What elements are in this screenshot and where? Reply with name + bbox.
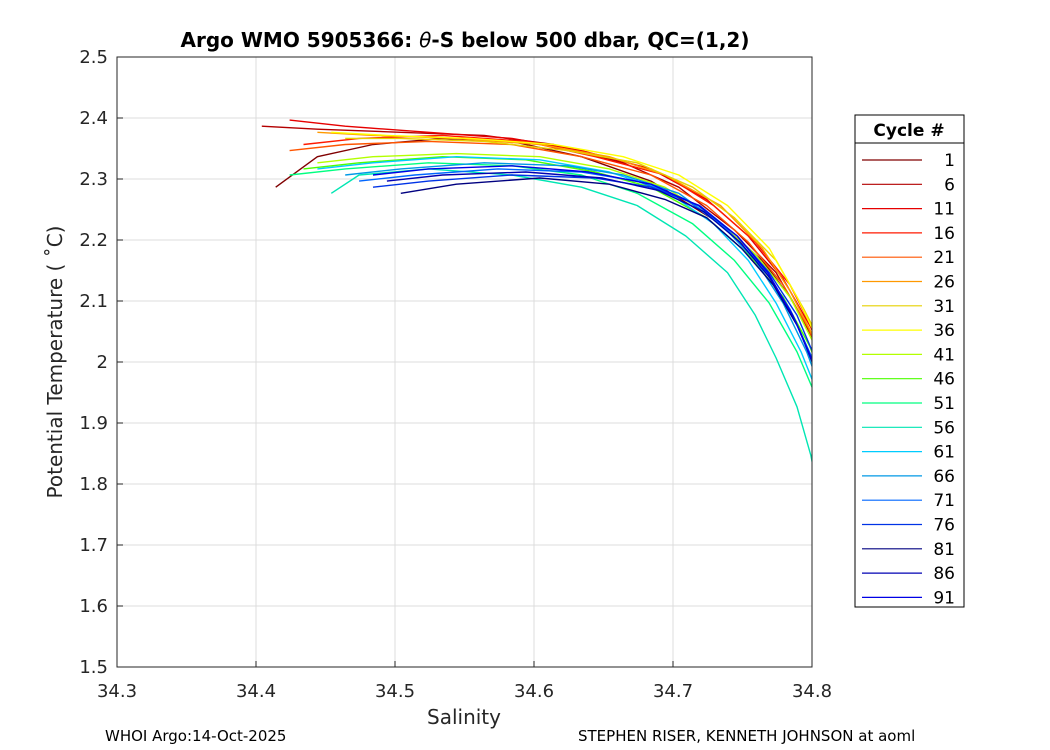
legend-label-41: 41 <box>933 345 955 365</box>
legend-label-76: 76 <box>933 516 955 536</box>
legend-label-56: 56 <box>933 418 955 438</box>
axis-ticks: 34.3 34.4 34.5 34.6 34.7 34.8 1.5 1.6 1.7 1.8 1.9 2… <box>79 47 832 702</box>
footer-left: WHOI Argo:14-Oct-2025 <box>105 727 286 745</box>
x-tick-label: 34.7 <box>653 681 693 702</box>
x-tick-label: 34.3 <box>97 681 137 702</box>
legend-label-81: 81 <box>933 540 955 560</box>
y-axis-label: Potential Temperature ( ˚C) <box>43 226 67 499</box>
x-tick-label: 34.5 <box>375 681 415 702</box>
legend-label-36: 36 <box>933 321 955 341</box>
y-tick-label: 2 <box>97 352 108 373</box>
legend-label-6: 6 <box>944 175 955 195</box>
series-line-91 <box>372 165 812 363</box>
legend: Cycle # 16111621263136414651566166717681… <box>854 114 965 608</box>
y-tick-label: 1.8 <box>79 474 108 495</box>
chart-title: Argo WMO 5905366: θ-S below 500 dbar, QC… <box>181 28 750 52</box>
y-tick-label: 2.3 <box>79 169 108 190</box>
legend-label-66: 66 <box>933 467 955 487</box>
legend-label-51: 51 <box>933 394 955 414</box>
series-line-61 <box>317 156 812 382</box>
legend-label-86: 86 <box>933 564 955 584</box>
grid-lines <box>117 57 812 667</box>
series-line-31 <box>345 137 812 327</box>
series-line-51 <box>289 162 812 389</box>
series-line-86 <box>386 171 812 362</box>
x-axis-label: Salinity <box>427 705 501 729</box>
legend-label-26: 26 <box>933 273 955 293</box>
y-tick-label: 1.7 <box>79 535 108 556</box>
series-line-26 <box>317 131 812 336</box>
y-tick-label: 2.1 <box>79 291 108 312</box>
legend-label-61: 61 <box>933 443 955 463</box>
series-line-11 <box>289 119 812 332</box>
series-line-56 <box>330 168 812 465</box>
legend-label-71: 71 <box>933 491 955 511</box>
legend-label-91: 91 <box>933 588 955 608</box>
series-line-1 <box>275 137 812 338</box>
x-tick-label: 34.4 <box>236 681 276 702</box>
series-line-36 <box>331 131 812 330</box>
y-tick-label: 2.2 <box>79 230 108 251</box>
legend-title: Cycle # <box>873 121 944 141</box>
footer-right: STEPHEN RISER, KENNETH JOHNSON at aoml <box>578 727 915 745</box>
y-tick-label: 1.9 <box>79 413 108 434</box>
y-tick-label: 1.5 <box>79 657 108 678</box>
series-group <box>261 119 812 465</box>
plot-clip <box>261 119 812 465</box>
legend-label-46: 46 <box>933 370 955 390</box>
y-tick-label: 1.6 <box>79 596 108 617</box>
series-line-81 <box>400 177 812 364</box>
x-tick-label: 34.6 <box>514 681 554 702</box>
legend-label-11: 11 <box>933 200 955 220</box>
series-line-66 <box>345 162 812 369</box>
legend-label-1: 1 <box>944 151 955 171</box>
legend-label-31: 31 <box>933 297 955 317</box>
y-tick-label: 2.4 <box>79 108 108 129</box>
series-line-21 <box>289 140 812 339</box>
y-tick-label: 2.5 <box>79 47 108 68</box>
legend-label-21: 21 <box>933 248 955 268</box>
series-line-76 <box>372 174 812 353</box>
series-line-41 <box>317 152 812 342</box>
x-tick-label: 34.8 <box>792 681 832 702</box>
legend-label-16: 16 <box>933 224 955 244</box>
